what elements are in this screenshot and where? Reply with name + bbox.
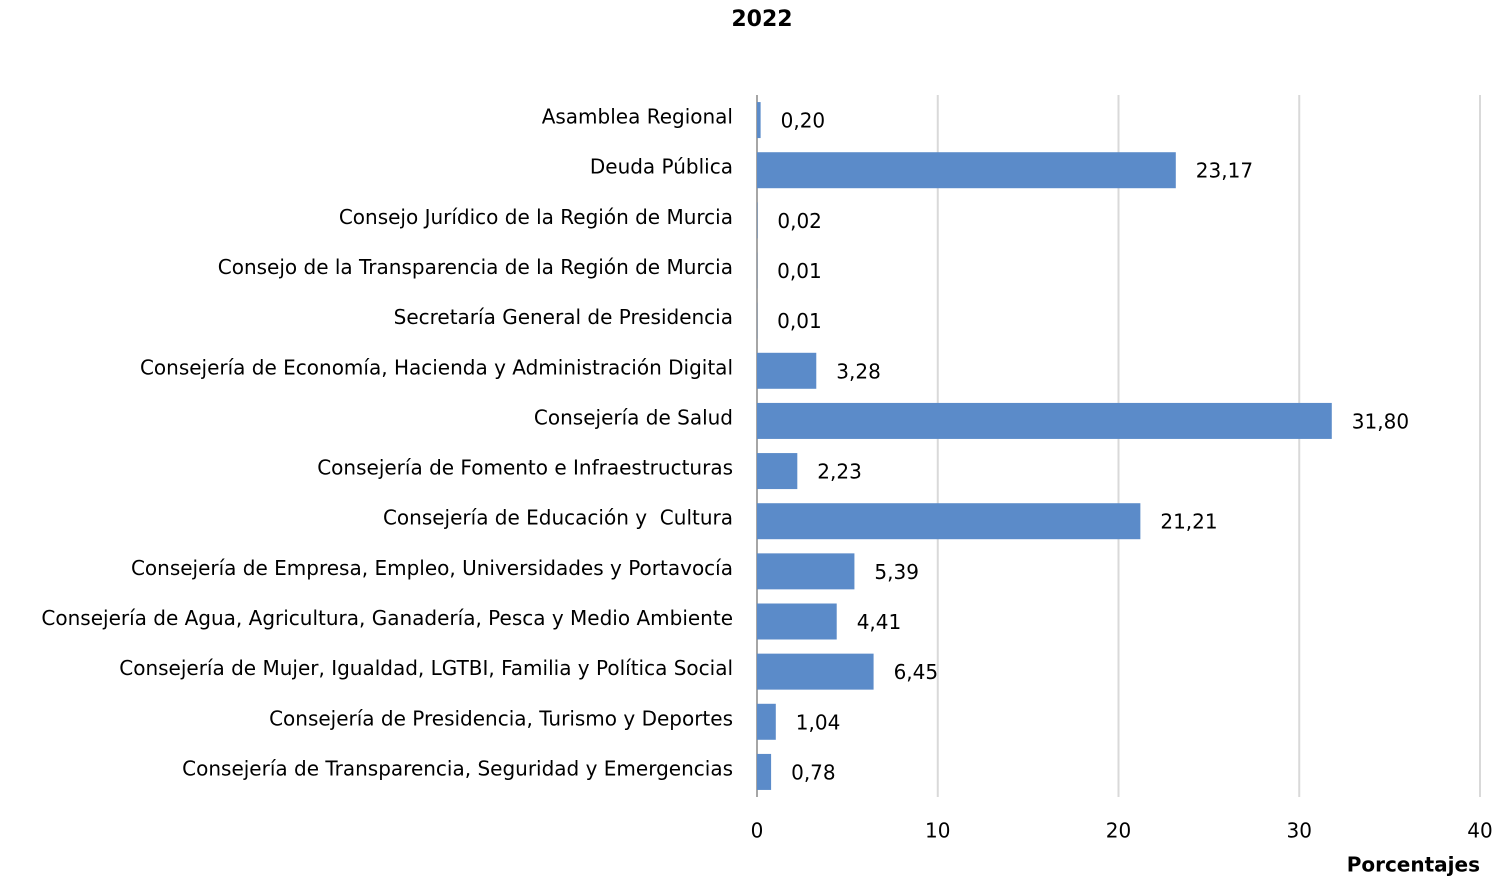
y-tick-label: Consejería de Empresa, Empleo, Universid…: [131, 556, 733, 580]
x-tick-label: 30: [1287, 819, 1312, 843]
bar: [757, 703, 776, 740]
data-label: 23,17: [1196, 159, 1253, 183]
y-tick-label: Consejería de Fomento e Infraestructuras: [317, 456, 733, 480]
y-tick-label: Consejería de Salud: [534, 405, 733, 429]
x-axis-title: Porcentajes: [1347, 853, 1480, 877]
bar: [757, 402, 1332, 439]
data-label: 5,39: [874, 560, 919, 584]
data-label: 0,78: [791, 760, 836, 784]
data-label: 21,21: [1160, 510, 1217, 534]
y-tick-label: Secretaría General de Presidencia: [394, 305, 733, 329]
data-label: 0,01: [777, 259, 822, 283]
x-tick-label: 20: [1106, 819, 1131, 843]
data-label: 6,45: [894, 660, 939, 684]
data-label: 31,80: [1352, 409, 1409, 433]
y-tick-label: Consejería de Economía, Hacienda y Admin…: [140, 355, 733, 379]
bar: [757, 653, 874, 690]
data-label: 0,02: [777, 209, 822, 233]
bar: [757, 503, 1141, 540]
x-tick-label: 10: [925, 819, 950, 843]
bar: [757, 603, 837, 640]
data-label: 1,04: [796, 710, 841, 734]
y-tick-label: Consejo Jurídico de la Región de Murcia: [339, 205, 733, 229]
data-label: 4,41: [857, 610, 902, 634]
y-tick-label: Deuda Pública: [590, 155, 733, 179]
y-tick-label: Consejería de Agua, Agricultura, Ganader…: [41, 606, 733, 630]
data-label: 0,20: [781, 109, 826, 133]
data-label: 2,23: [817, 460, 862, 484]
x-tick-label: 40: [1467, 819, 1492, 843]
y-tick-label: Consejería de Educación y Cultura: [383, 506, 733, 530]
data-label: 0,01: [777, 309, 822, 333]
bar: [757, 352, 817, 389]
bar: [757, 553, 855, 590]
x-tick-label: 0: [751, 819, 764, 843]
bar: [757, 753, 772, 790]
y-tick-label: Consejería de Transparencia, Seguridad y…: [182, 756, 733, 780]
bar: [757, 102, 761, 139]
y-tick-label: Consejo de la Transparencia de la Región…: [218, 255, 733, 279]
bar: [757, 152, 1176, 189]
y-tick-label: Consejería de Presidencia, Turismo y Dep…: [269, 706, 733, 730]
bar: [757, 453, 798, 490]
data-label: 3,28: [836, 359, 881, 383]
chart-title: 2022: [731, 7, 792, 32]
y-tick-label: Consejería de Mujer, Igualdad, LGTBI, Fa…: [119, 656, 733, 680]
y-tick-label: Asamblea Regional: [542, 105, 733, 129]
